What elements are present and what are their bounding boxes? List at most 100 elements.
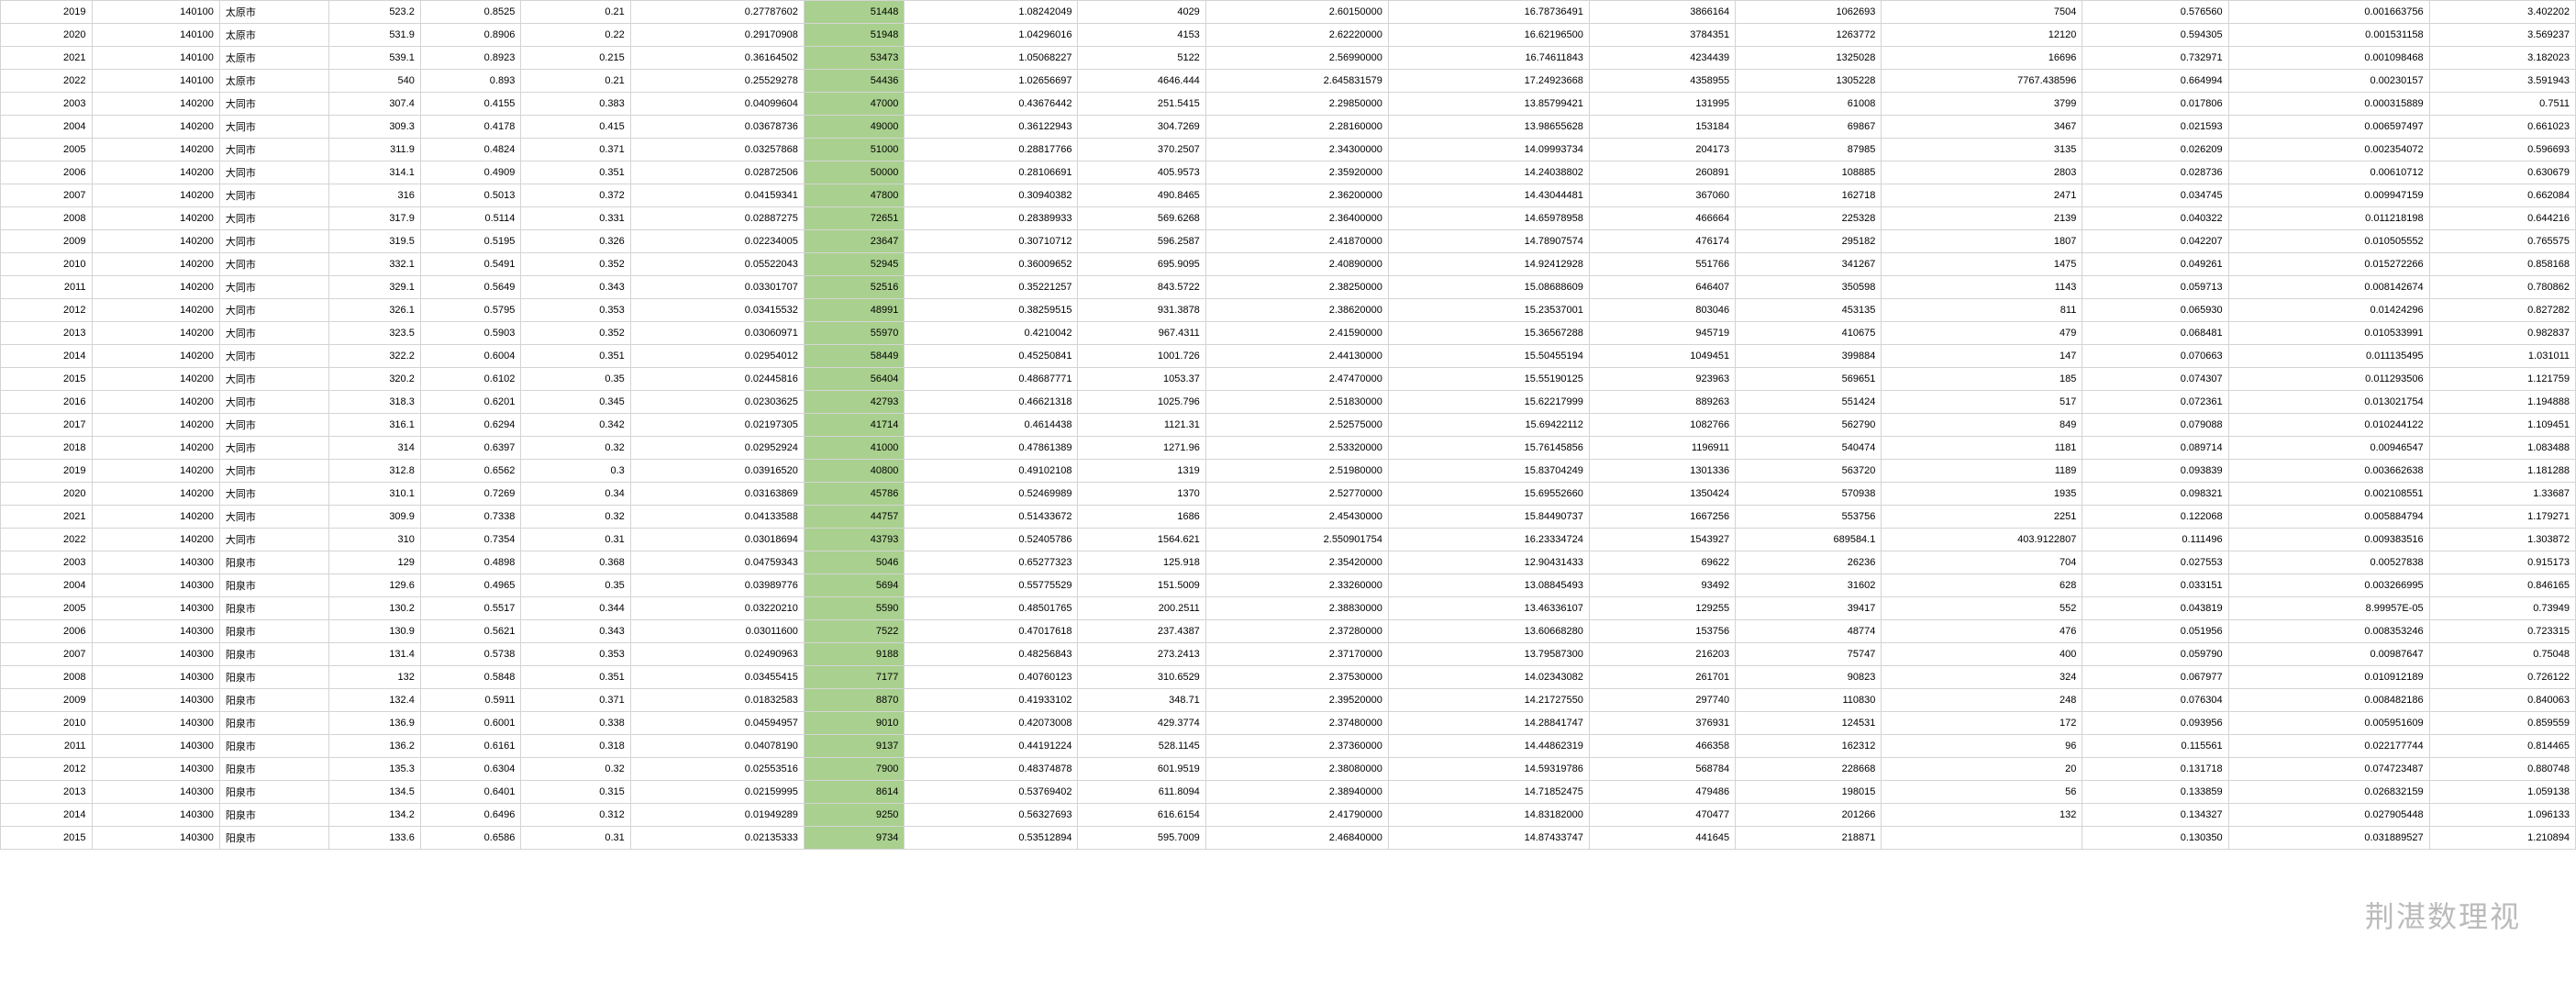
cell: 0.003266995 — [2228, 574, 2429, 597]
cell: 0.02135333 — [630, 827, 804, 850]
cell: 0.65277323 — [905, 551, 1078, 574]
cell: 0.6304 — [420, 758, 520, 781]
cell: 12.90431433 — [1388, 551, 1589, 574]
cell: 58449 — [804, 345, 904, 368]
table-row: 2013140200大同市323.50.59030.3520.030609715… — [1, 322, 2576, 345]
cell: 140300 — [92, 643, 219, 666]
cell: 0.383 — [521, 93, 630, 116]
cell: 140300 — [92, 827, 219, 850]
cell: 1.121759 — [2429, 368, 2575, 391]
cell: 0.5491 — [420, 253, 520, 276]
cell: 9188 — [804, 643, 904, 666]
cell: 41000 — [804, 437, 904, 460]
cell: 2007 — [1, 643, 93, 666]
cell: 2018 — [1, 437, 93, 460]
cell: 1.04296016 — [905, 24, 1078, 47]
cell: 1.303872 — [2429, 529, 2575, 551]
cell: 131.4 — [329, 643, 421, 666]
cell: 2.62220000 — [1205, 24, 1388, 47]
cell: 0.36009652 — [905, 253, 1078, 276]
cell: 2021 — [1, 47, 93, 70]
data-grid: 2019140100太原市523.20.85250.210.2778760251… — [0, 0, 2576, 850]
cell: 201266 — [1736, 804, 1882, 827]
cell: 大同市 — [219, 299, 328, 322]
cell: 140300 — [92, 804, 219, 827]
cell: 2.37360000 — [1205, 735, 1388, 758]
cell: 0.131718 — [2082, 758, 2228, 781]
cell: 2.41590000 — [1205, 322, 1388, 345]
cell: 0.22 — [521, 24, 630, 47]
cell: 466664 — [1589, 207, 1735, 230]
cell: 14.65978958 — [1388, 207, 1589, 230]
cell: 595.7009 — [1078, 827, 1205, 850]
cell: 0.122068 — [2082, 506, 2228, 529]
cell: 689584.1 — [1736, 529, 1882, 551]
cell: 0.915173 — [2429, 551, 2575, 574]
cell: 0.48501765 — [905, 597, 1078, 620]
cell: 0.8525 — [420, 1, 520, 24]
cell: 185 — [1882, 368, 2082, 391]
cell: 1.179271 — [2429, 506, 2575, 529]
cell: 198015 — [1736, 781, 1882, 804]
cell: 1.096133 — [2429, 804, 2575, 827]
cell: 阳泉市 — [219, 689, 328, 712]
cell: 539.1 — [329, 47, 421, 70]
cell: 0.03220210 — [630, 597, 804, 620]
cell: 314 — [329, 437, 421, 460]
cell: 1025.796 — [1078, 391, 1205, 414]
cell: 0.345 — [521, 391, 630, 414]
cell: 0.01832583 — [630, 689, 804, 712]
cell: 0.04133588 — [630, 506, 804, 529]
cell: 0.04078190 — [630, 735, 804, 758]
table-row: 2022140100太原市5400.8930.210.2552927854436… — [1, 70, 2576, 93]
cell: 3.569237 — [2429, 24, 2575, 47]
cell: 44757 — [804, 506, 904, 529]
cell: 2.40890000 — [1205, 253, 1388, 276]
cell: 0.01424296 — [2228, 299, 2429, 322]
cell: 1053.37 — [1078, 368, 1205, 391]
cell: 0.723315 — [2429, 620, 2575, 643]
cell: 110830 — [1736, 689, 1882, 712]
cell: 133.6 — [329, 827, 421, 850]
cell: 5122 — [1078, 47, 1205, 70]
cell: 0.010244122 — [2228, 414, 2429, 437]
cell: 0.026209 — [2082, 139, 2228, 161]
cell: 2020 — [1, 24, 93, 47]
cell: 20 — [1882, 758, 2082, 781]
cell: 0.011218198 — [2228, 207, 2429, 230]
cell: 1305228 — [1736, 70, 1882, 93]
cell: 大同市 — [219, 368, 328, 391]
cell: 8614 — [804, 781, 904, 804]
table-row: 2019140100太原市523.20.85250.210.2778760251… — [1, 1, 2576, 24]
cell: 0.011135495 — [2228, 345, 2429, 368]
cell: 0.312 — [521, 804, 630, 827]
cell: 0.01949289 — [630, 804, 804, 827]
cell: 3.402202 — [2429, 1, 2575, 24]
table-row: 2007140300阳泉市131.40.57380.3530.024909639… — [1, 643, 2576, 666]
cell: 0.53769402 — [905, 781, 1078, 804]
cell: 大同市 — [219, 93, 328, 116]
cell: 大同市 — [219, 437, 328, 460]
cell: 阳泉市 — [219, 758, 328, 781]
table-row: 2011140200大同市329.10.56490.3430.033017075… — [1, 276, 2576, 299]
cell: 1935 — [1882, 483, 2082, 506]
cell: 889263 — [1589, 391, 1735, 414]
cell: 140100 — [92, 70, 219, 93]
cell: 43793 — [804, 529, 904, 551]
cell: 140300 — [92, 689, 219, 712]
cell: 0.067977 — [2082, 666, 2228, 689]
cell: 0.368 — [521, 551, 630, 574]
cell: 69622 — [1589, 551, 1735, 574]
cell: 0.30710712 — [905, 230, 1078, 253]
cell: 562790 — [1736, 414, 1882, 437]
cell: 260891 — [1589, 161, 1735, 184]
cell: 130.2 — [329, 597, 421, 620]
cell: 2019 — [1, 460, 93, 483]
cell: 0.7269 — [420, 483, 520, 506]
cell: 131995 — [1589, 93, 1735, 116]
cell: 551424 — [1736, 391, 1882, 414]
table-row: 2010140300阳泉市136.90.60010.3380.045949579… — [1, 712, 2576, 735]
cell: 0.070663 — [2082, 345, 2228, 368]
cell: 0.00230157 — [2228, 70, 2429, 93]
cell: 15.08688609 — [1388, 276, 1589, 299]
